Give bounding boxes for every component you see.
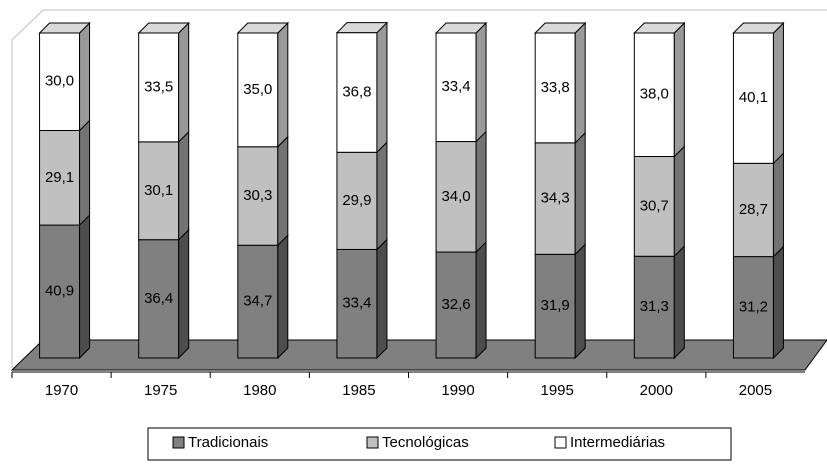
data-label: 33,8 — [541, 79, 570, 96]
bar-top — [434, 22, 488, 34]
bar-top — [236, 22, 290, 34]
bar-side — [79, 119, 91, 227]
data-label: 30,3 — [243, 187, 272, 204]
x-tick-label: 1985 — [342, 382, 375, 399]
data-label: 34,0 — [441, 188, 470, 205]
bar-segment — [732, 32, 774, 164]
bar-side — [277, 135, 289, 247]
bar-side — [277, 21, 289, 148]
bar-segment — [633, 32, 675, 157]
back-wall — [11, 9, 827, 368]
data-label: 40,9 — [45, 283, 74, 300]
legend — [147, 427, 732, 461]
bar-side — [178, 228, 190, 360]
x-tick-label: 1975 — [144, 382, 177, 399]
bar-side — [772, 21, 784, 165]
bar-side — [376, 238, 388, 360]
bar-top — [633, 22, 686, 34]
data-label: 35,0 — [243, 81, 272, 98]
bar-side — [673, 145, 685, 258]
data-label: 33,4 — [441, 78, 470, 95]
data-label: 36,8 — [342, 83, 371, 100]
bar-side — [376, 21, 388, 154]
data-label: 38,0 — [640, 86, 669, 103]
bar-segment — [237, 244, 279, 359]
legend-label: Tradicionais — [188, 434, 268, 451]
data-label: 36,4 — [144, 290, 173, 307]
data-label: 29,1 — [45, 169, 74, 186]
data-label: 33,5 — [144, 78, 173, 95]
x-tick-label: 1970 — [45, 382, 78, 399]
bar-segment — [39, 130, 81, 226]
x-tick-label: 2000 — [640, 382, 673, 399]
legend-swatch — [554, 436, 567, 449]
bar-segment — [732, 162, 774, 258]
data-label: 34,3 — [541, 190, 570, 207]
floor — [10, 339, 827, 371]
bar-side — [772, 152, 784, 258]
bar-top — [533, 22, 587, 34]
data-label: 31,9 — [541, 297, 570, 314]
bar-side — [79, 213, 91, 360]
data-label: 34,7 — [243, 293, 272, 310]
bar-side — [178, 21, 190, 144]
bar-side — [574, 131, 586, 256]
bar-side — [376, 141, 388, 251]
bar-segment — [732, 256, 774, 359]
data-label: 31,2 — [739, 298, 768, 315]
bar-segment — [633, 255, 675, 359]
data-label: 30,0 — [45, 73, 74, 90]
bar-segment — [237, 32, 279, 148]
data-label: 30,1 — [144, 182, 173, 199]
bar-side — [79, 21, 91, 132]
bar-side — [277, 234, 289, 360]
data-label: 31,3 — [640, 298, 669, 315]
bar-segment — [336, 32, 378, 153]
bar-segment — [138, 32, 180, 143]
bar-segment — [435, 32, 477, 143]
data-label: 40,1 — [739, 89, 768, 106]
x-tick-label: 1980 — [243, 382, 276, 399]
legend-label: Tecnológicas — [382, 434, 469, 451]
bar-segment — [39, 32, 81, 131]
data-label: 32,6 — [441, 296, 470, 313]
x-tick-label: 2005 — [739, 382, 772, 399]
bar-top — [137, 22, 190, 34]
bar-side — [574, 243, 586, 360]
bar-side — [475, 21, 487, 143]
bar-side — [178, 130, 190, 241]
bar-segment — [435, 141, 477, 253]
x-tick-label: 1990 — [441, 382, 474, 399]
bar-side — [475, 130, 487, 254]
data-label: 30,7 — [640, 197, 669, 214]
legend-label: Intermediárias — [570, 434, 665, 451]
bar-side — [574, 21, 586, 145]
bar-side — [673, 21, 685, 158]
bar-side — [772, 245, 784, 360]
data-label: 33,4 — [342, 295, 371, 312]
bar-segment — [534, 142, 576, 255]
data-label: 29,9 — [342, 192, 371, 209]
bar-side — [475, 240, 487, 360]
bar-segment — [138, 141, 180, 241]
x-tick-label: 1995 — [541, 382, 574, 399]
legend-swatch — [366, 436, 379, 449]
bar-segment — [138, 239, 180, 359]
bar-top — [38, 22, 91, 34]
bar-segment — [633, 156, 675, 257]
bar-top — [335, 22, 389, 34]
bar-side — [673, 245, 685, 360]
bar-top — [732, 22, 785, 34]
data-label: 28,7 — [739, 201, 768, 218]
legend-swatch — [172, 436, 185, 449]
